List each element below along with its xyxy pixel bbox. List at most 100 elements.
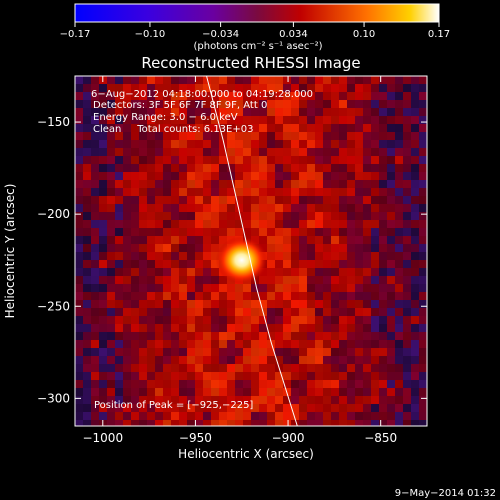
image-pixel bbox=[331, 148, 339, 156]
image-pixel bbox=[347, 420, 355, 426]
image-pixel bbox=[131, 164, 139, 172]
image-pixel bbox=[283, 372, 291, 380]
image-pixel bbox=[187, 388, 195, 396]
image-pixel bbox=[147, 220, 155, 228]
image-pixel bbox=[131, 180, 139, 188]
image-pixel bbox=[163, 252, 171, 260]
image-pixel bbox=[91, 372, 99, 380]
image-pixel bbox=[267, 196, 275, 204]
image-pixel bbox=[171, 140, 179, 148]
image-pixel bbox=[299, 116, 307, 124]
image-pixel bbox=[139, 276, 147, 284]
image-pixel bbox=[155, 108, 163, 116]
image-pixel bbox=[395, 308, 403, 316]
image-pixel bbox=[203, 124, 211, 132]
x-axis-label: Heliocentric X (arcsec) bbox=[178, 447, 314, 461]
image-pixel bbox=[347, 124, 355, 132]
image-pixel bbox=[395, 204, 403, 212]
image-pixel bbox=[107, 332, 115, 340]
image-pixel bbox=[227, 76, 235, 84]
image-pixel bbox=[147, 132, 155, 140]
image-pixel bbox=[107, 340, 115, 348]
image-pixel bbox=[227, 412, 235, 420]
image-pixel bbox=[267, 84, 275, 92]
image-pixel bbox=[339, 156, 347, 164]
image-pixel bbox=[355, 204, 363, 212]
image-pixel bbox=[179, 308, 187, 316]
image-pixel bbox=[363, 196, 371, 204]
image-pixel bbox=[387, 156, 395, 164]
image-pixel bbox=[147, 84, 155, 92]
image-pixel bbox=[179, 196, 187, 204]
image-pixel bbox=[115, 276, 123, 284]
image-pixel bbox=[211, 276, 219, 284]
image-pixel bbox=[267, 92, 275, 100]
image-pixel bbox=[395, 356, 403, 364]
image-pixel bbox=[163, 380, 171, 388]
image-pixel bbox=[299, 300, 307, 308]
image-pixel bbox=[139, 340, 147, 348]
image-pixel bbox=[275, 412, 283, 420]
image-pixel bbox=[347, 84, 355, 92]
image-pixel bbox=[243, 300, 251, 308]
image-pixel bbox=[283, 148, 291, 156]
image-pixel bbox=[91, 252, 99, 260]
image-pixel bbox=[411, 412, 419, 420]
image-pixel bbox=[299, 316, 307, 324]
image-pixel bbox=[259, 124, 267, 132]
image-pixel bbox=[371, 396, 379, 404]
image-pixel bbox=[107, 100, 115, 108]
image-pixel bbox=[227, 364, 235, 372]
image-pixel bbox=[131, 324, 139, 332]
image-pixel bbox=[227, 84, 235, 92]
image-pixel bbox=[75, 124, 83, 132]
image-pixel bbox=[323, 308, 331, 316]
image-pixel bbox=[387, 148, 395, 156]
image-pixel bbox=[363, 212, 371, 220]
image-pixel bbox=[123, 316, 131, 324]
image-pixel bbox=[395, 388, 403, 396]
image-pixel bbox=[195, 212, 203, 220]
image-pixel bbox=[155, 84, 163, 92]
image-pixel bbox=[91, 244, 99, 252]
image-pixel bbox=[387, 108, 395, 116]
image-pixel bbox=[203, 340, 211, 348]
image-pixel bbox=[155, 252, 163, 260]
image-pixel bbox=[179, 100, 187, 108]
image-pixel bbox=[123, 356, 131, 364]
image-pixel bbox=[107, 196, 115, 204]
image-pixel bbox=[131, 84, 139, 92]
image-pixel bbox=[371, 132, 379, 140]
image-pixel bbox=[179, 372, 187, 380]
image-pixel bbox=[195, 348, 203, 356]
image-pixel bbox=[211, 236, 219, 244]
image-pixel bbox=[171, 212, 179, 220]
image-pixel bbox=[267, 220, 275, 228]
image-pixel bbox=[331, 124, 339, 132]
colorbar-tick-label: 0.10 bbox=[353, 29, 375, 40]
image-pixel bbox=[291, 236, 299, 244]
image-pixel bbox=[419, 412, 427, 420]
image-pixel bbox=[411, 268, 419, 276]
image-pixel bbox=[419, 148, 427, 156]
image-pixel bbox=[267, 364, 275, 372]
image-pixel bbox=[331, 332, 339, 340]
image-pixel bbox=[131, 212, 139, 220]
image-pixel bbox=[139, 388, 147, 396]
image-pixel bbox=[387, 404, 395, 412]
image-pixel bbox=[267, 156, 275, 164]
image-pixel bbox=[291, 244, 299, 252]
image-pixel bbox=[91, 420, 99, 426]
image-pixel bbox=[163, 308, 171, 316]
image-pixel bbox=[219, 348, 227, 356]
image-pixel bbox=[259, 228, 267, 236]
image-pixel bbox=[291, 380, 299, 388]
image-pixel bbox=[323, 364, 331, 372]
image-pixel bbox=[219, 276, 227, 284]
image-pixel bbox=[283, 356, 291, 364]
image-pixel bbox=[307, 308, 315, 316]
image-pixel bbox=[235, 332, 243, 340]
image-pixel bbox=[99, 404, 107, 412]
image-pixel bbox=[139, 100, 147, 108]
image-pixel bbox=[339, 180, 347, 188]
